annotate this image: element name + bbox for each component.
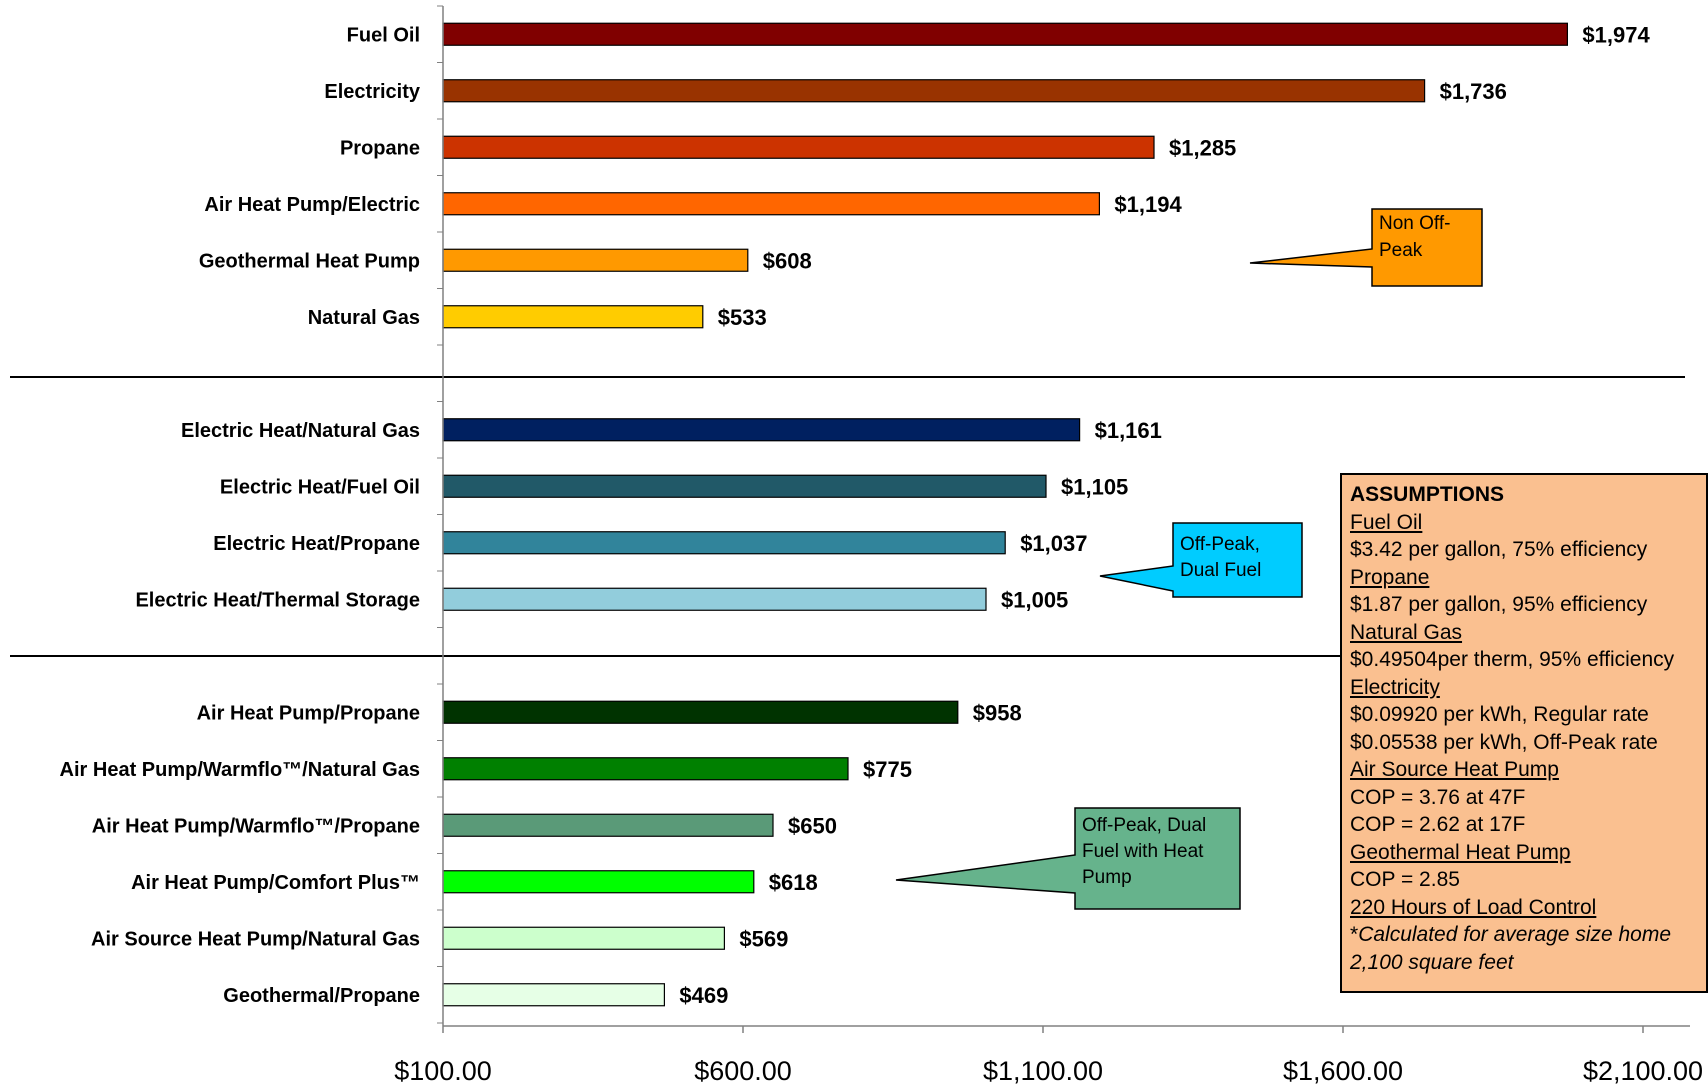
category-label: Air Heat Pump/Warmflo™/Propane <box>92 815 420 837</box>
assumption-electricity-heading: Electricity <box>1350 675 1440 699</box>
data-label: $650 <box>788 813 837 838</box>
data-label: $1,736 <box>1440 79 1507 104</box>
data-label: $569 <box>739 926 788 951</box>
category-label: Electric Heat/Natural Gas <box>181 420 420 442</box>
bar <box>442 983 665 1007</box>
x-tick-label: $1,600.00 <box>1283 1056 1403 1086</box>
category-label: Air Heat Pump/Electric <box>204 194 420 216</box>
data-label: $1,005 <box>1001 587 1068 612</box>
category-label: Natural Gas <box>308 307 420 329</box>
assumption-note-line2: 2,100 square feet <box>1350 950 1514 974</box>
assumption-ashp-heading: Air Source Heat Pump <box>1350 758 1559 781</box>
assumption-ashp-cop1: COP = 3.76 at 47F <box>1350 785 1526 809</box>
x-tick-label: $2,100.00 <box>1583 1056 1703 1086</box>
assumption-note-line1: *Calculated for average size home <box>1350 921 1706 949</box>
category-label: Electric Heat/Thermal Storage <box>135 589 420 611</box>
assumptions-box: ASSUMPTIONS Fuel Oil $3.42 per gallon, 7… <box>1340 473 1708 993</box>
bar <box>442 192 1101 216</box>
bar <box>442 587 987 611</box>
callout-offpeak-dual-line1: Off-Peak, <box>1180 534 1260 555</box>
assumption-geo-heading: Geothermal Heat Pump <box>1350 840 1571 864</box>
assumption-fuel-oil: $3.42 per gallon, 75% efficiency <box>1350 538 1648 561</box>
bar <box>442 248 749 272</box>
bar <box>442 926 725 950</box>
bar <box>442 531 1006 555</box>
assumption-propane: $1.87 per gallon, 95% efficiency <box>1350 593 1648 616</box>
data-label: $775 <box>863 757 912 782</box>
category-label: Electricity <box>324 81 420 103</box>
callout-offpeak-dual-line2: Dual Fuel <box>1180 560 1261 581</box>
category-label: Air Heat Pump/Comfort Plus™ <box>131 872 420 894</box>
bar <box>442 79 1426 103</box>
data-label: $1,285 <box>1169 135 1236 160</box>
callout-non-offpeak-line2: Peak <box>1379 240 1423 261</box>
bar <box>442 135 1155 159</box>
axis-layer: $100.00 $600.00 $1,100.00 $1,600.00 $2,100.0… <box>394 5 1703 1086</box>
callout-offpeak-dual: Off-Peak, Dual Fuel <box>1099 522 1303 598</box>
callout-offpeak-dual-shape <box>1099 522 1303 598</box>
assumption-electricity-offpeak: $0.05538 per kWh, Off-Peak rate <box>1350 730 1658 754</box>
callout-offpeak-hp-line2: Fuel with Heat <box>1082 841 1204 862</box>
bar <box>442 700 959 724</box>
category-label: Air Heat Pump/Warmflo™/Natural Gas <box>60 759 420 781</box>
x-tick-label: $1,100.00 <box>983 1056 1103 1086</box>
assumptions-heading: ASSUMPTIONS <box>1350 483 1505 506</box>
bar <box>442 305 704 329</box>
bars-layer: Fuel Oil $1,974 Electricity $1,736 Propane $1… <box>60 22 1651 1008</box>
assumption-geo-cop: COP = 2.85 <box>1350 868 1460 891</box>
category-label: Geothermal Heat Pump <box>199 250 420 272</box>
bar <box>442 870 755 894</box>
callout-non-offpeak-shape <box>1249 208 1483 287</box>
assumption-load-control: 220 Hours of Load Control <box>1350 895 1597 919</box>
category-label: Air Heat Pump/Propane <box>197 702 420 724</box>
bar <box>442 22 1569 46</box>
category-label: Geothermal/Propane <box>223 985 420 1007</box>
assumption-fuel-oil-heading: Fuel Oil <box>1350 510 1423 534</box>
assumption-natural-gas-heading: Natural Gas <box>1350 620 1463 644</box>
x-tick-label: $100.00 <box>394 1056 492 1086</box>
bar <box>442 418 1081 442</box>
data-label: $958 <box>973 700 1022 725</box>
data-label: $533 <box>718 305 767 330</box>
category-label: Electric Heat/Fuel Oil <box>220 476 420 498</box>
data-label: $618 <box>769 870 818 895</box>
callout-offpeak-hp: Off-Peak, Dual Fuel with Heat Pump <box>895 807 1241 910</box>
data-label: $1,194 <box>1114 192 1182 217</box>
callout-non-offpeak: Non Off- Peak <box>1249 208 1483 287</box>
assumption-note-text: Calculated for average size home <box>1358 923 1672 946</box>
callout-non-offpeak-line1: Non Off- <box>1379 213 1450 234</box>
assumption-electricity-regular: $0.09920 per kWh, Regular rate <box>1350 703 1649 726</box>
x-tick-label: $600.00 <box>694 1056 792 1086</box>
bar <box>442 757 849 781</box>
category-label: Electric Heat/Propane <box>213 533 420 555</box>
data-label: $1,161 <box>1095 418 1162 443</box>
assumption-ashp-cop2: COP = 2.62 at 17F <box>1350 813 1526 836</box>
data-label: $608 <box>763 248 812 273</box>
callout-offpeak-hp-line1: Off-Peak, Dual <box>1082 815 1206 836</box>
assumption-propane-heading: Propane <box>1350 565 1430 589</box>
data-label: $469 <box>679 983 728 1008</box>
category-label: Air Source Heat Pump/Natural Gas <box>91 928 420 950</box>
assumption-natural-gas: $0.49504per therm, 95% efficiency <box>1350 648 1675 671</box>
data-label: $1,037 <box>1020 531 1087 556</box>
callout-offpeak-hp-shape <box>895 807 1241 910</box>
data-label: $1,105 <box>1061 474 1128 499</box>
callout-offpeak-hp-line3: Pump <box>1082 867 1132 888</box>
bar <box>442 813 774 837</box>
category-label: Propane <box>340 137 420 159</box>
bar <box>442 474 1047 498</box>
category-label: Fuel Oil <box>347 24 420 46</box>
data-label: $1,974 <box>1582 22 1650 47</box>
assumption-note-asterisk: * <box>1350 923 1359 946</box>
